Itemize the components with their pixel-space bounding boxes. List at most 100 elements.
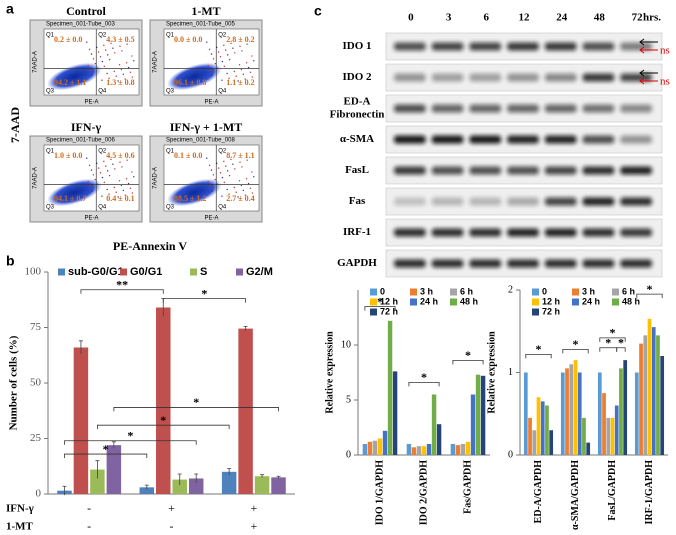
plot-title: 1-MT [191,4,220,18]
blot-band [620,42,652,51]
time-label: 3 [446,12,452,24]
blot-band [394,104,426,113]
event-dot [117,80,119,82]
event-dot [233,186,235,189]
event-dot [124,194,126,196]
row-label: α-SMA [340,133,374,145]
event-dot [228,77,230,79]
event-dot [88,164,91,167]
bar [614,405,619,455]
significance-mark: * [536,342,542,356]
cell-cluster [47,178,102,207]
condition-sign: - [87,501,91,515]
bar [602,393,606,455]
significance-mark: * [618,336,624,350]
event-dot [211,190,213,192]
bar [90,469,105,494]
bar [416,446,422,455]
event-dot [125,178,128,180]
x-tick-label: Fas/GAPDH [462,460,473,514]
blot-band [469,228,502,237]
bar [523,372,528,455]
event-dot [242,73,245,75]
legend-label: 6 h [460,286,473,296]
specimen-label: Specimen_001-Tube_008 [166,138,235,144]
bar [372,440,378,455]
error-bar [144,484,149,490]
event-dot [245,62,248,64]
event-dot [251,171,253,173]
event-dot [133,176,135,178]
quadrant-id: Q3 [166,205,175,211]
event-dot [206,41,208,43]
error-bar [111,441,116,449]
bar [619,368,623,455]
bar [582,417,586,455]
event-dot [211,74,213,76]
y-axis-label: 7-AAD [8,107,22,143]
plot-title: IFN-γ [71,120,102,134]
bar [569,364,574,455]
event-dot [121,50,123,52]
event-dot [234,52,236,54]
ns-label: ns [660,45,670,57]
legend-swatch [410,298,417,306]
event-dot [101,60,104,63]
row-label: IDO 2 [342,71,372,83]
quadrant-id: Q1 [166,149,175,155]
event-dot [91,190,93,192]
blot-band [620,73,652,82]
legend-swatch [532,288,539,296]
significance-bracket [64,453,148,459]
event-dot [221,176,224,179]
significance-mark: * [193,395,199,409]
event-dot [120,68,123,71]
legend-swatch [370,288,377,296]
event-dot [206,157,208,159]
event-dot [226,188,228,191]
event-dot [114,168,116,170]
x-tick-label: IRF-1/GAPDH [644,460,655,525]
bar [540,401,545,455]
row-label: GAPDH [337,257,377,269]
event-dot [87,180,89,183]
condition-sign: + [168,501,175,515]
event-dot [249,71,252,73]
arrow [639,69,658,77]
quadrant-id: Q3 [46,89,55,95]
legend-label: 3 h [582,286,595,296]
significance-bracket [97,424,230,430]
mini-x-label: PE-A [204,216,218,222]
event-dot [105,165,107,167]
significance-bracket [64,440,197,445]
blot-band [431,104,464,113]
condition-sign: - [170,519,174,533]
quadrant-id: Q2 [218,149,227,155]
event-dot [209,69,211,72]
bar [597,372,602,455]
row-label: Fibronectin [330,109,385,121]
bar [436,424,442,455]
blot-band [469,104,502,113]
event-dot [117,196,119,198]
blot-band [544,104,577,113]
y-axis-label: Relative expression [486,331,497,414]
arrow [639,77,658,85]
event-dot [226,170,229,172]
blot-band [582,228,615,237]
bar [362,444,368,455]
event-dot [241,166,243,168]
event-dot [217,51,220,53]
legend-label: 48 h [622,296,640,306]
blot-band [431,259,464,268]
bar [238,328,253,494]
blot-band [582,104,615,113]
quadrant-id: Q4 [218,205,227,211]
event-dot [127,182,130,185]
legend-swatch [612,288,619,296]
significance-bracket [113,407,279,412]
event-dot [115,191,117,193]
event-dot [212,174,215,176]
legend-label: 72 h [380,306,398,316]
quadrant-id: Q1 [46,149,55,155]
